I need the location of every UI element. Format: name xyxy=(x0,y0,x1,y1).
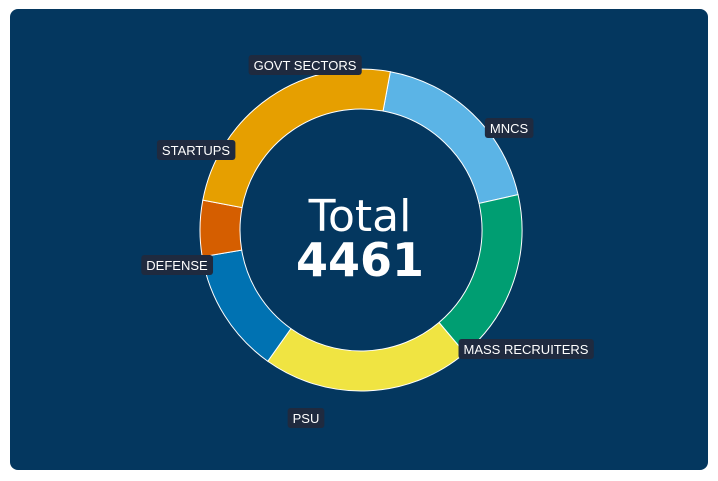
slice-label-psu: PSU xyxy=(287,408,325,428)
slice-label-text: DEFENSE xyxy=(146,258,208,273)
slice-label-background xyxy=(287,408,325,428)
slice-label-background xyxy=(484,118,534,138)
slice-psu[interactable] xyxy=(267,321,466,392)
slice-label-background xyxy=(458,339,594,359)
slice-label-background xyxy=(156,140,236,160)
slice-label-text: MNCS xyxy=(490,121,529,136)
slice-label-govt-sectors: GOVT SECTORS xyxy=(248,55,362,75)
slices-layer xyxy=(199,68,523,392)
labels-layer: MNCS MASS RECRUITERS PSU DEFENSE STARTUPS GOV… xyxy=(141,55,594,428)
center-title: Total xyxy=(308,191,412,242)
slice-label-background xyxy=(141,255,214,275)
slice-label-text: MASS RECRUITERS xyxy=(464,342,589,357)
donut-chart: MNCS MASS RECRUITERS PSU DEFENSE STARTUPS GOV… xyxy=(141,55,594,428)
slice-label-text: GOVT SECTORS xyxy=(254,58,357,73)
chart-card: MNCS MASS RECRUITERS PSU DEFENSE STARTUPS GOV… xyxy=(10,9,708,470)
slice-startups[interactable] xyxy=(199,199,243,258)
slice-label-mncs: MNCS xyxy=(484,118,534,138)
slice-label-text: STARTUPS xyxy=(162,143,230,158)
slice-label-startups: STARTUPS xyxy=(156,140,236,160)
slice-label-text: PSU xyxy=(293,411,320,426)
slice-mass-recruiters[interactable] xyxy=(438,194,523,354)
slice-label-background xyxy=(248,55,362,75)
center-value: 4461 xyxy=(296,233,424,287)
slice-govt-sectors[interactable] xyxy=(202,68,391,209)
slice-label-mass-recruiters: MASS RECRUITERS xyxy=(458,339,594,359)
slice-label-defense: DEFENSE xyxy=(141,255,214,275)
slice-defense[interactable] xyxy=(201,249,292,362)
